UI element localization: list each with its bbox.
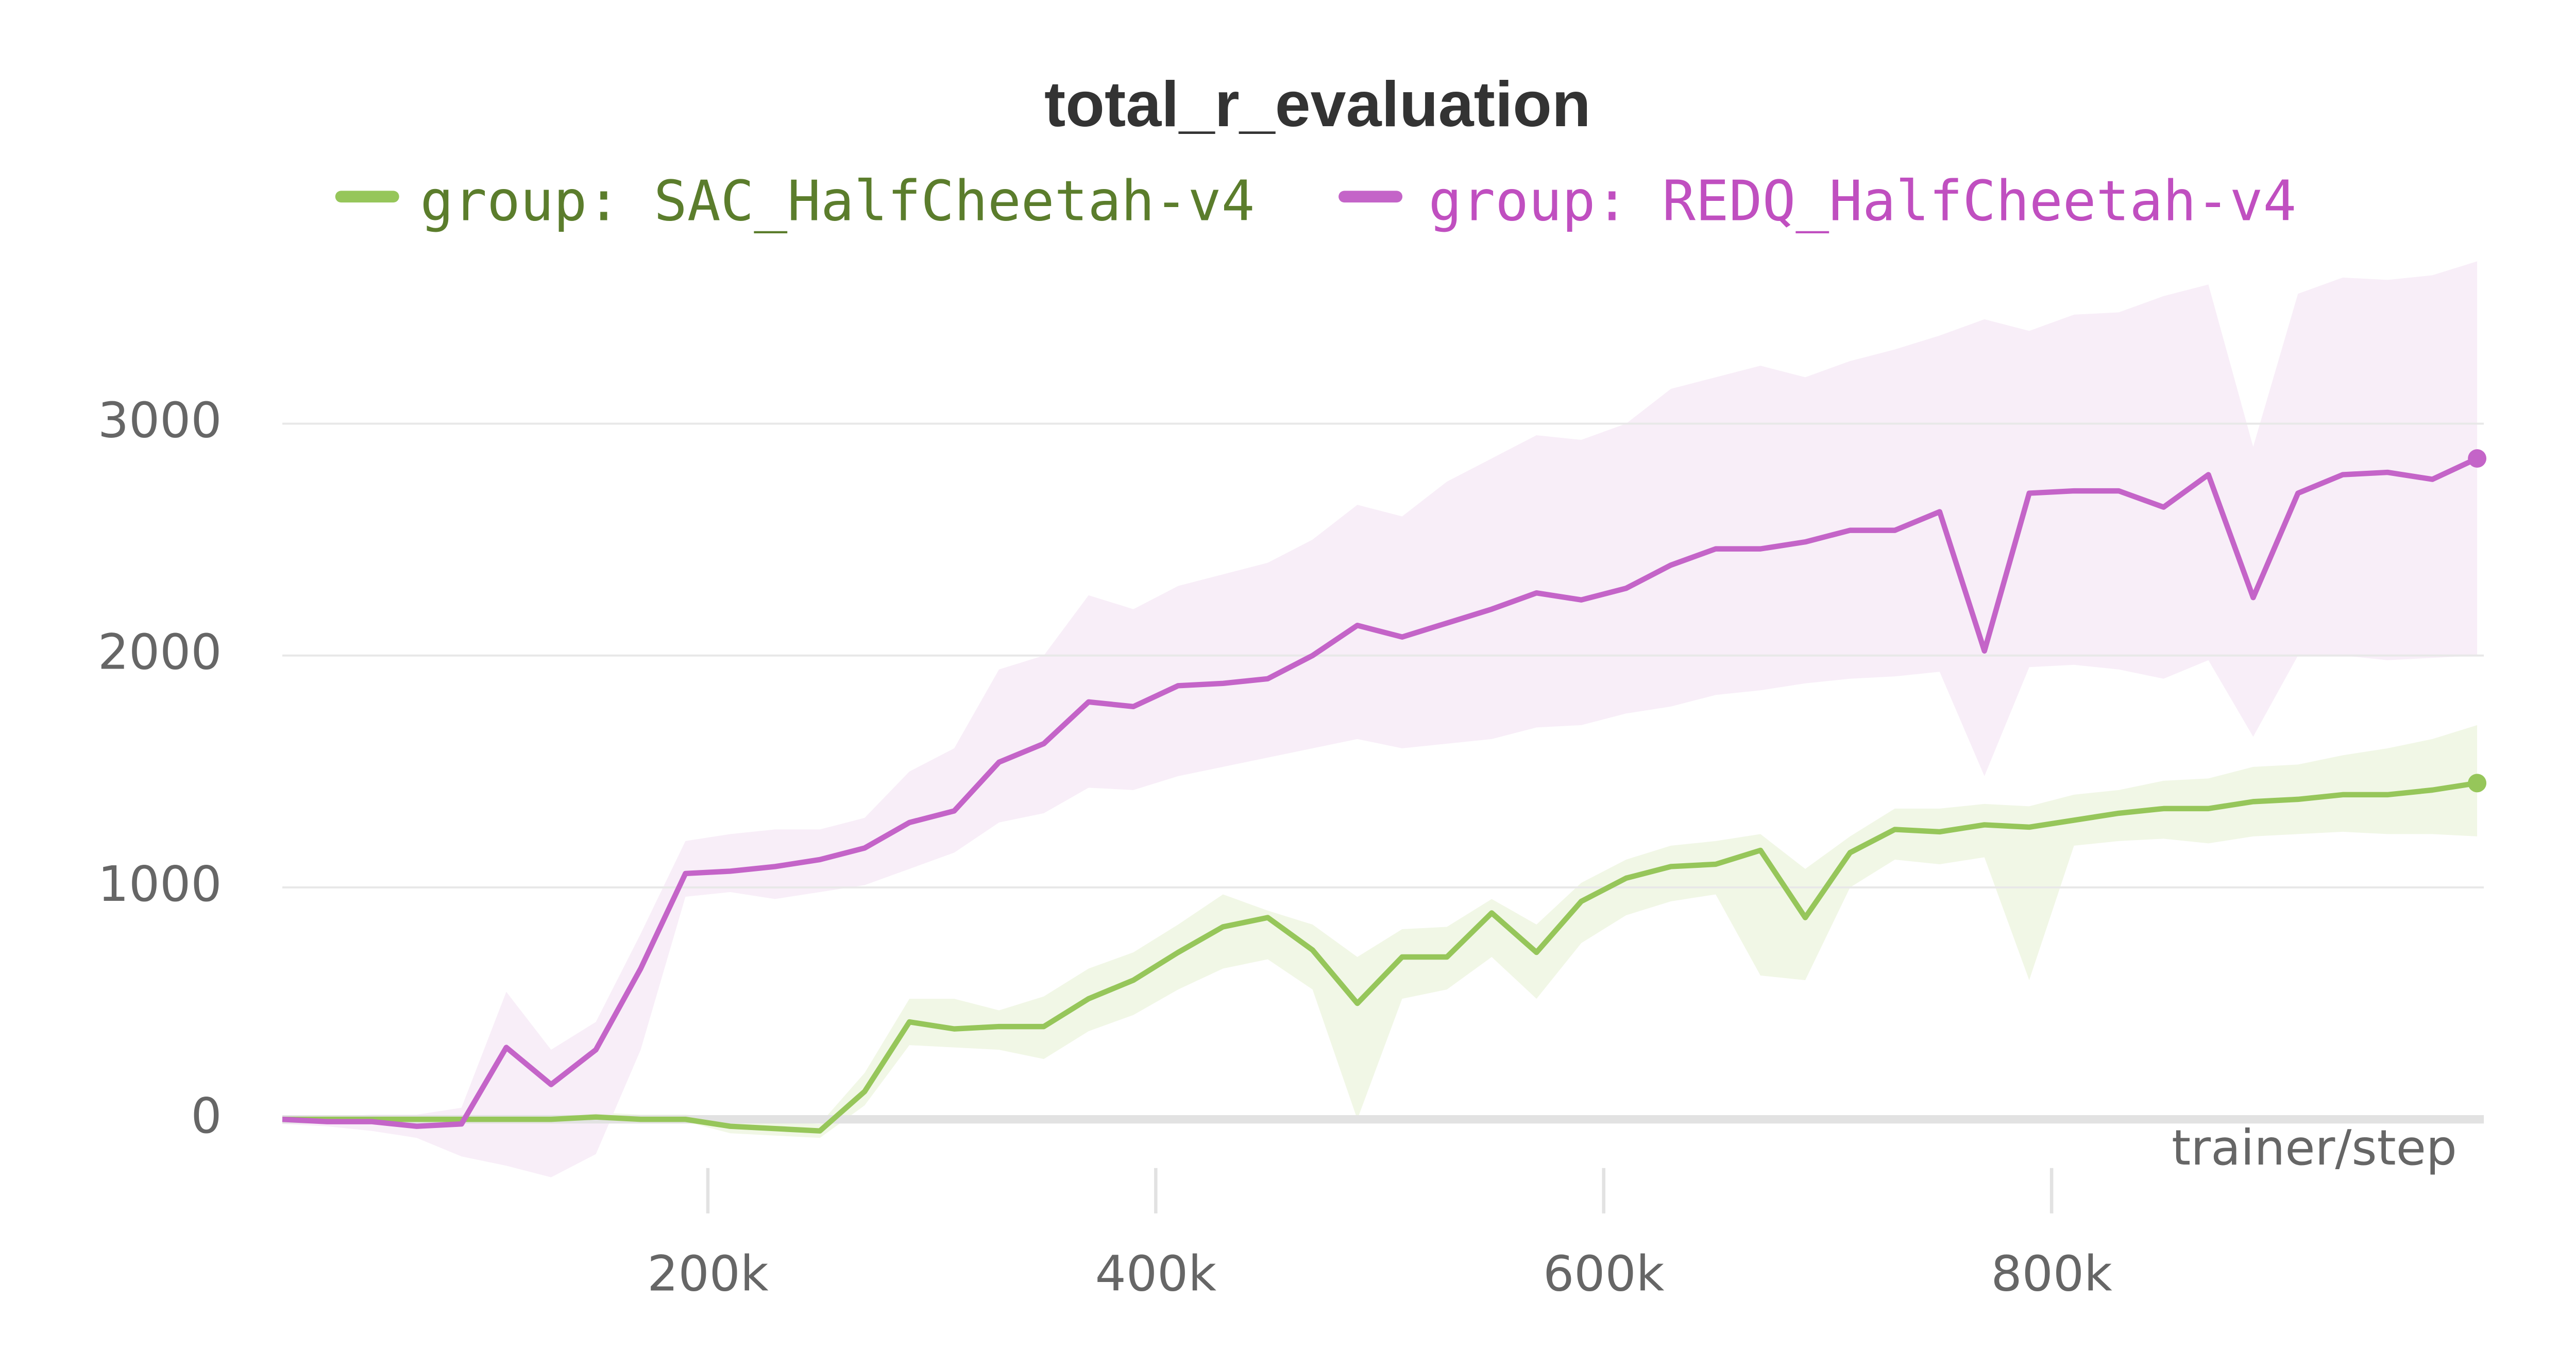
chart-title: total_r_evaluation: [1044, 69, 1591, 140]
legend-label: group: REDQ_HalfCheetah-v4: [1429, 169, 2297, 233]
x-tick-label: 600k: [1543, 1246, 1665, 1303]
band: [282, 261, 2478, 1177]
x-tick-label: 400k: [1095, 1246, 1217, 1303]
x-axis-label: trainer/step: [2172, 1120, 2457, 1176]
x-tick-label: 200k: [647, 1246, 769, 1303]
end-point: [2468, 774, 2487, 793]
y-tick-label: 3000: [98, 392, 222, 449]
y-tick-label: 0: [191, 1088, 222, 1144]
end-point: [2468, 449, 2487, 468]
series-line: [282, 456, 2479, 1129]
band: [282, 725, 2478, 1138]
series-line: [282, 780, 2478, 1134]
x-tick-label: 800k: [1991, 1246, 2112, 1303]
y-tick-label: 1000: [98, 856, 222, 913]
lines: [282, 449, 2487, 1134]
y-tick-label: 2000: [98, 624, 222, 681]
bands: [282, 261, 2478, 1177]
legend-label: group: SAC_HalfCheetah-v4: [420, 169, 1255, 233]
